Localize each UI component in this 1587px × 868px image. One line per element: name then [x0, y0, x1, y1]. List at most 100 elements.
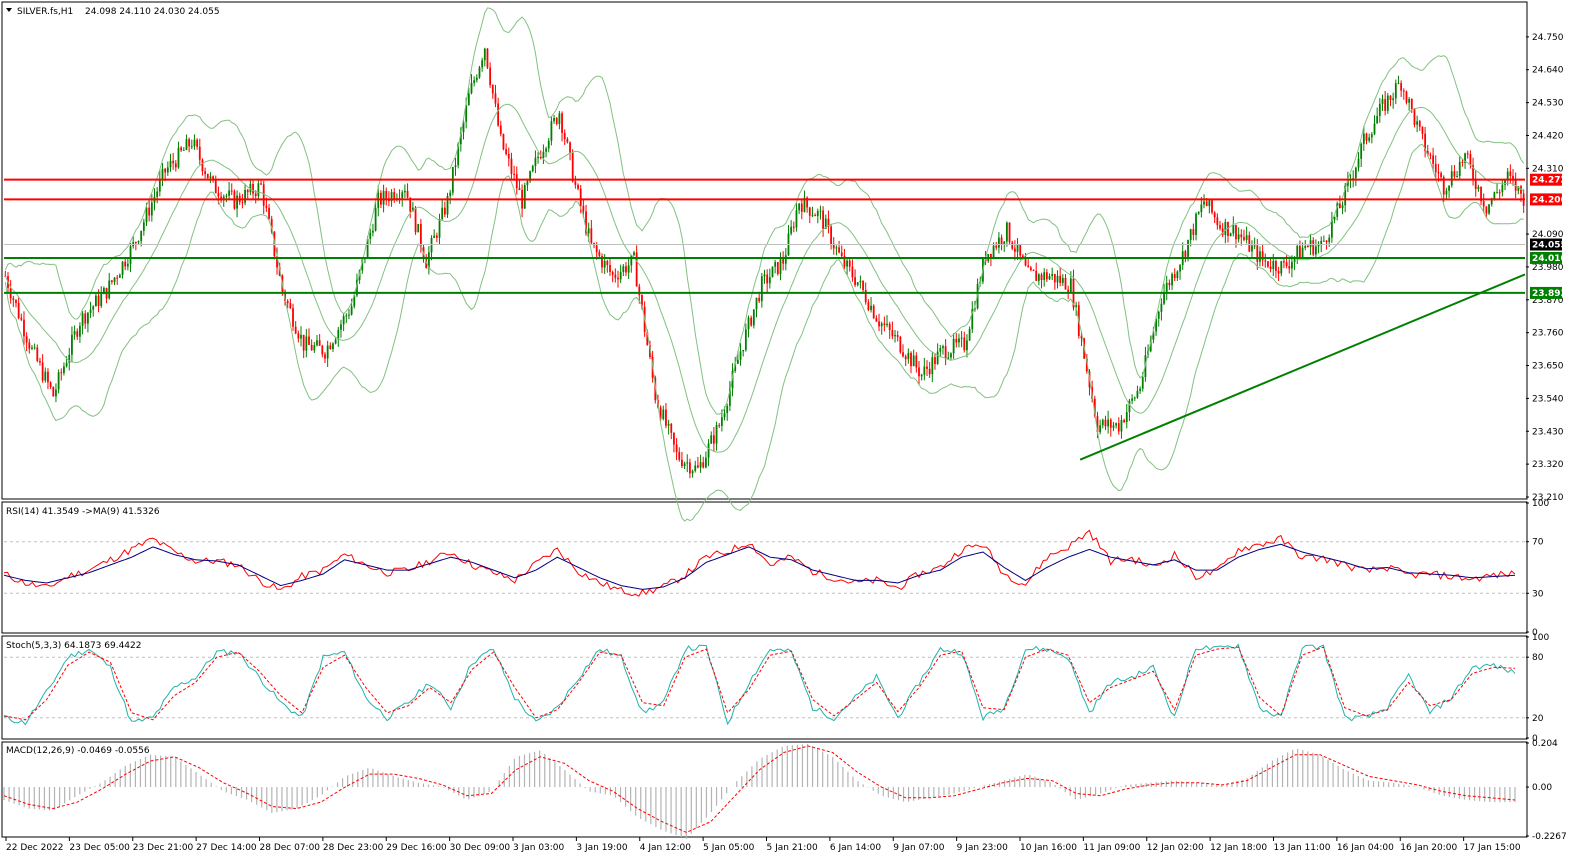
candle-body: [531, 165, 534, 172]
candle-body: [912, 355, 915, 367]
candle-body: [1032, 269, 1035, 271]
candle-body: [1506, 171, 1509, 181]
candle-body: [689, 462, 691, 474]
resistance-1-label-box: [1530, 173, 1562, 186]
candle-body: [555, 118, 558, 124]
candle-body: [1440, 173, 1442, 178]
candle-body: [12, 298, 15, 300]
candle-body: [180, 147, 183, 151]
candle-body: [1299, 245, 1301, 258]
candle-body: [321, 345, 324, 355]
candle-body: [843, 256, 846, 267]
candle-body: [1424, 133, 1427, 151]
candle-body: [1024, 259, 1027, 266]
date-tick-label: 3 Jan 03:00: [513, 843, 565, 853]
candle-body: [1112, 425, 1115, 428]
candle-body: [1006, 222, 1008, 242]
candle-body: [212, 176, 215, 180]
candle-body: [1472, 165, 1474, 180]
candle-body: [126, 263, 129, 267]
candle-body: [718, 425, 721, 427]
candle-body: [846, 260, 848, 267]
candle-body: [1474, 179, 1477, 190]
candle-body: [563, 132, 566, 140]
candle-body: [276, 256, 278, 268]
candle-body: [156, 191, 159, 197]
candle-body: [870, 305, 872, 310]
candle-body: [1344, 185, 1347, 206]
candle-body: [241, 202, 244, 204]
date-tick-label: 5 Jan 05:00: [703, 843, 755, 853]
candle-body: [465, 105, 468, 122]
candle-body: [1029, 267, 1032, 270]
candle-body: [931, 357, 934, 375]
candle-body: [864, 289, 867, 303]
candle-body: [1426, 150, 1429, 155]
price-tick-label: 24.420: [1532, 131, 1564, 141]
candle-body: [723, 413, 726, 418]
candle-body: [523, 185, 526, 209]
candle-body: [739, 351, 742, 360]
support-2-label: 23.893: [1532, 289, 1567, 299]
candle-body: [1115, 423, 1118, 426]
candle-body: [928, 368, 931, 375]
candle-body: [262, 184, 265, 206]
candle-body: [1096, 416, 1099, 433]
candle-body: [1322, 240, 1325, 242]
date-tick-label: 23 Dec 05:00: [69, 843, 130, 853]
candle-body: [63, 366, 65, 374]
candle-body: [1346, 179, 1349, 186]
candle-body: [118, 274, 121, 278]
symbol-header: SILVER.fs,H1 24.098 24.110 24.030 24.055: [6, 7, 220, 17]
candle-body: [649, 345, 651, 358]
candle-body: [963, 337, 966, 351]
support-trendline[interactable]: [1079, 273, 1526, 461]
candle-body: [510, 158, 513, 174]
candle-body: [300, 334, 302, 339]
rsi-title: RSI(14) 41.3549 ->MA(9) 41.5326: [6, 507, 160, 517]
candle-body: [1251, 245, 1253, 252]
date-tick-label: 9 Jan 23:00: [957, 843, 1009, 853]
candle-body: [1043, 272, 1046, 281]
candle-body: [294, 326, 297, 334]
macd-plot: [3, 743, 1516, 839]
candle-body: [15, 299, 17, 303]
candle-body: [675, 444, 678, 452]
indicator-tick-label: 20: [1532, 714, 1544, 724]
candle-body: [1245, 235, 1248, 240]
candle-body: [1272, 261, 1275, 270]
candle-body: [1149, 339, 1152, 352]
series-main: [3, 643, 1516, 726]
candle-body: [244, 190, 246, 203]
candle-body: [779, 259, 782, 275]
candle-body: [228, 190, 230, 196]
candle-body: [1219, 225, 1221, 229]
candle-body: [1277, 271, 1280, 274]
candle-body: [774, 262, 777, 267]
candle-body: [60, 372, 63, 374]
candle-body: [1504, 180, 1506, 185]
candle-body: [1056, 275, 1059, 283]
price-tick-label: 24.750: [1532, 33, 1564, 43]
candle-body: [1288, 266, 1291, 269]
candle-body: [188, 139, 191, 147]
candle-body: [164, 168, 167, 173]
candle-body: [1365, 133, 1368, 141]
candle-body: [883, 323, 886, 326]
candle-body: [1059, 275, 1062, 283]
candle-body: [998, 237, 1000, 248]
candle-body: [1285, 262, 1288, 267]
price-tick-label: 24.090: [1532, 230, 1564, 240]
candle-body: [286, 300, 289, 304]
candle-body: [79, 325, 81, 337]
candle-body: [880, 323, 883, 327]
candle-body: [1075, 305, 1078, 308]
candle-body: [670, 424, 673, 433]
candle-body: [558, 113, 561, 124]
candle-body: [435, 235, 438, 238]
collapse-triangle-icon[interactable]: [6, 8, 12, 12]
candle-body: [902, 352, 904, 357]
candle-body: [252, 183, 254, 194]
candle-body: [1477, 186, 1480, 190]
